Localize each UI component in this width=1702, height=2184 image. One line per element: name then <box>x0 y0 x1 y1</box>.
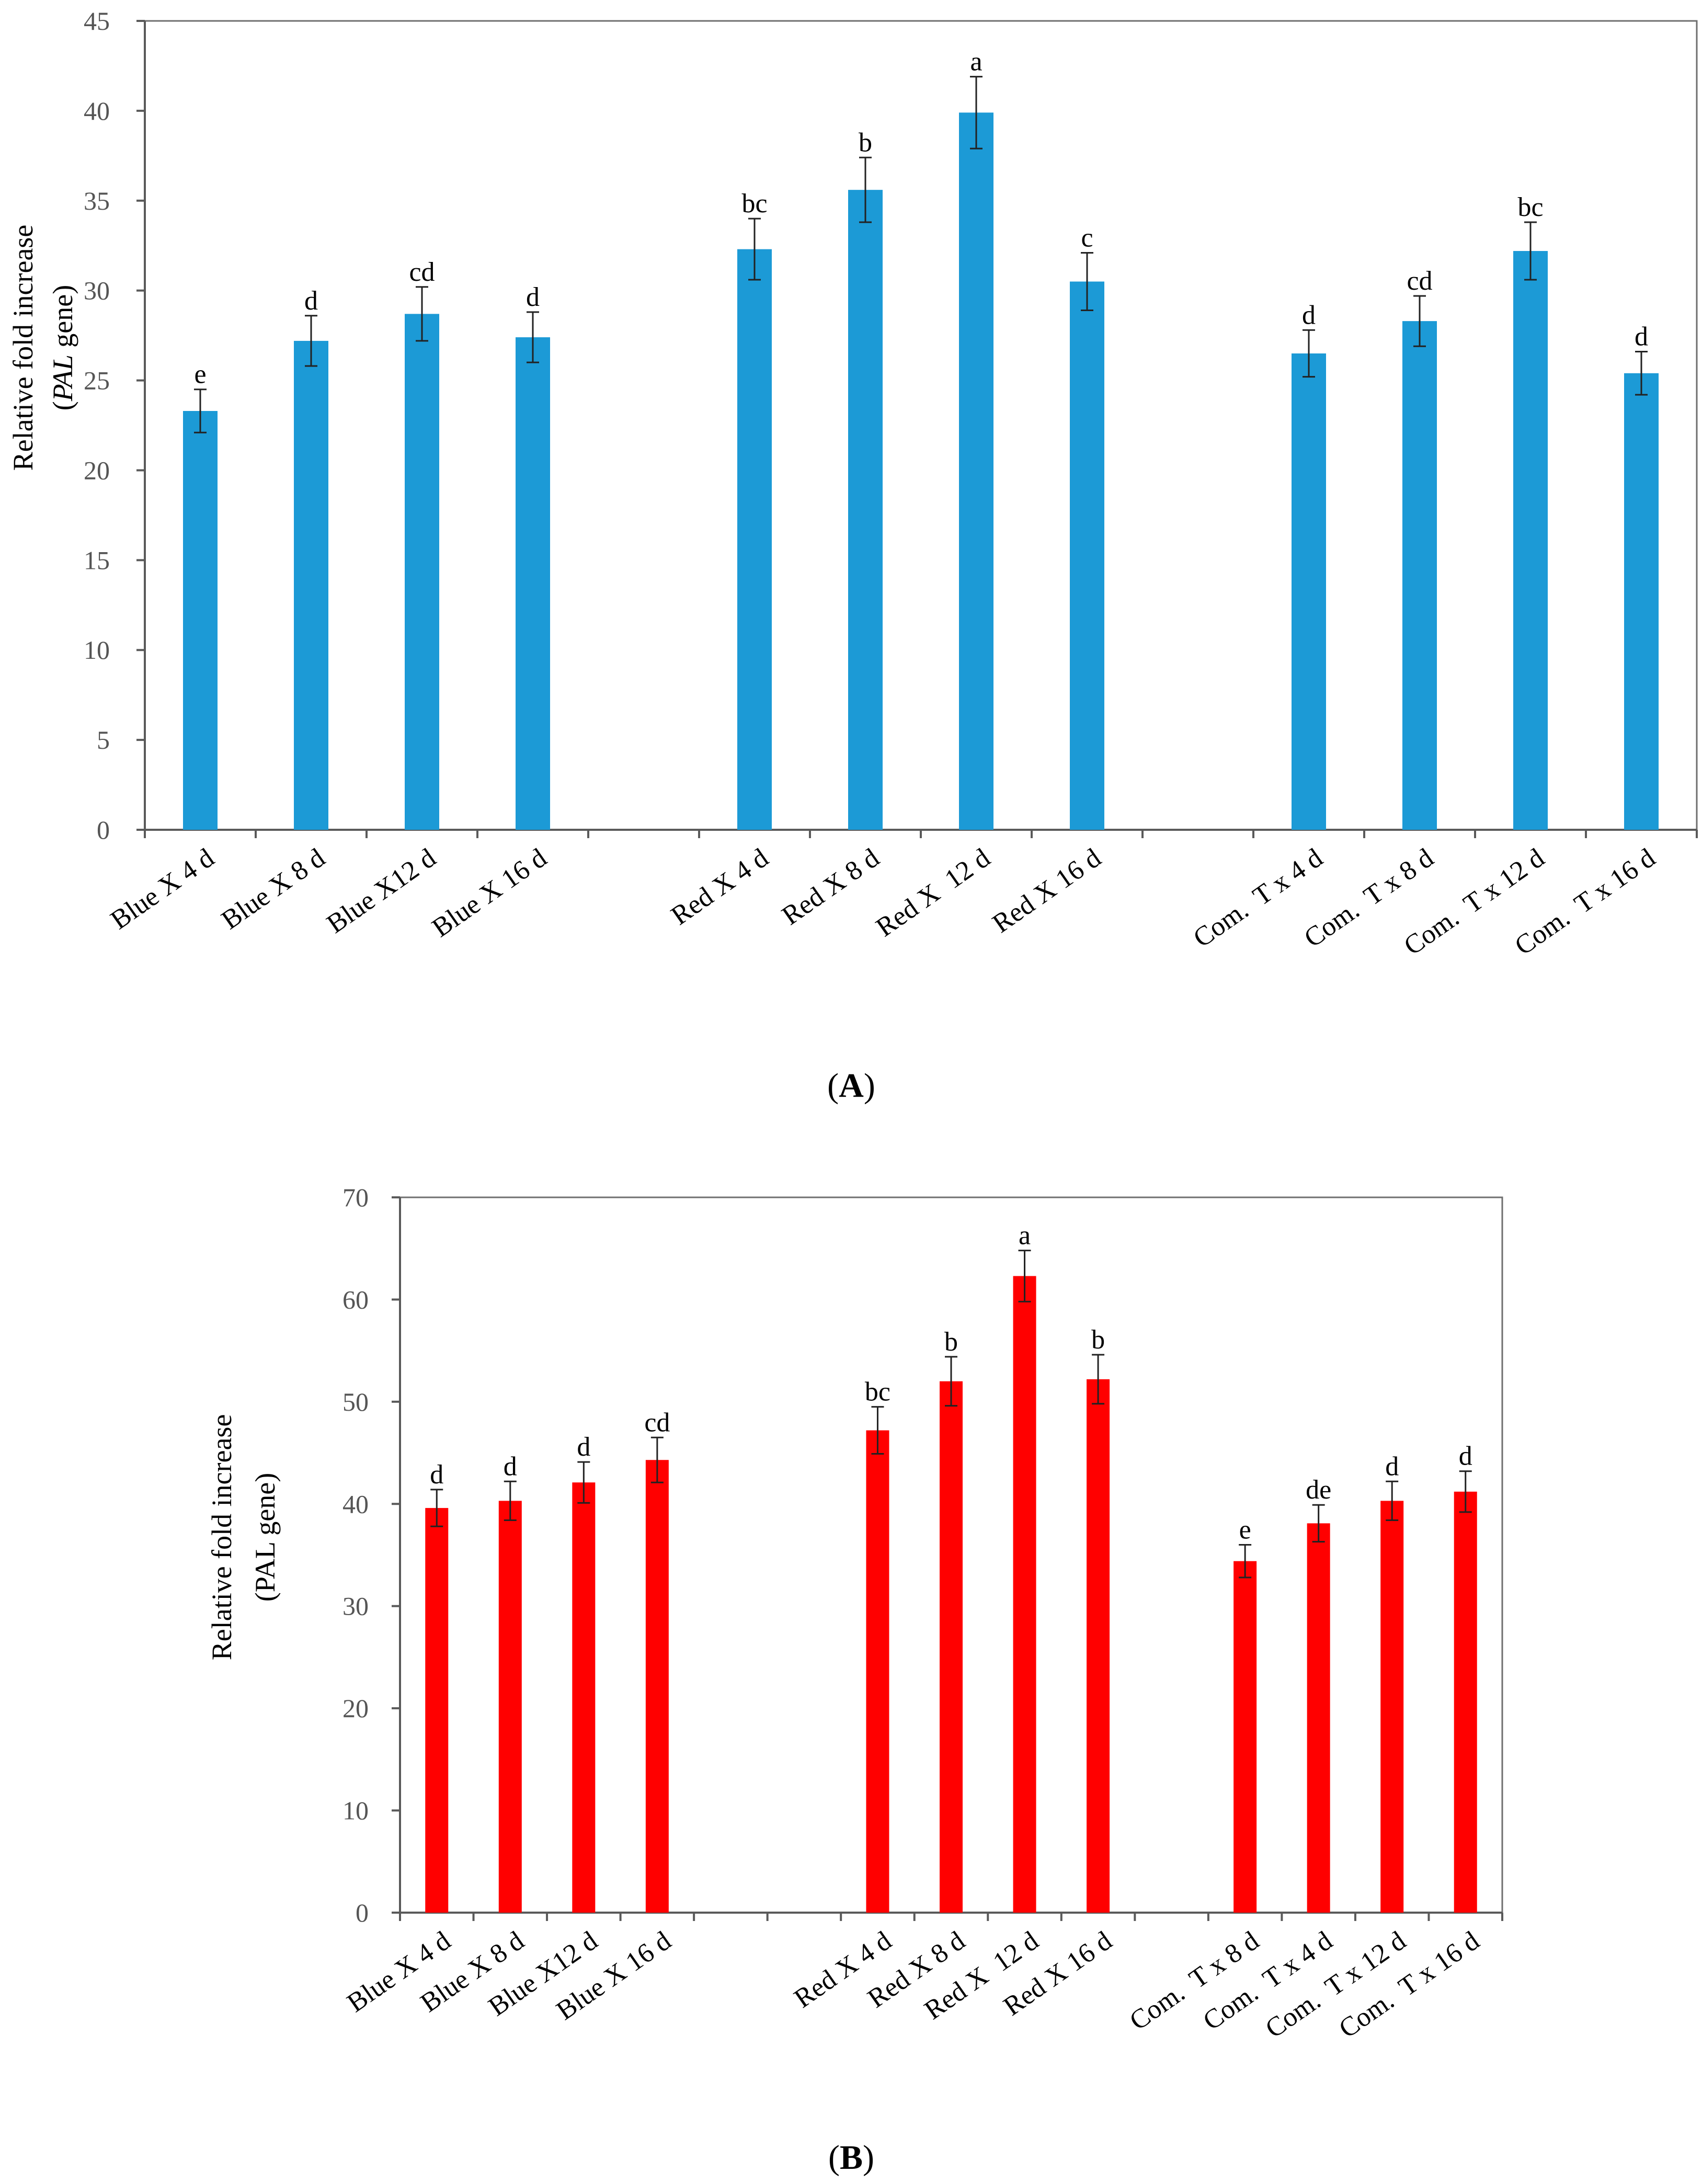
panel-b-bars: d d d cd bc b a b e de d d <box>425 1221 1477 1913</box>
panel-a-significance-letter: d <box>1635 322 1648 352</box>
panel-b-y-tick-label: 20 <box>342 1694 369 1723</box>
panel-a-bar <box>1402 321 1437 830</box>
panel-a-category-label: Blue X12 d <box>322 843 441 939</box>
panel-b-significance-letter: de <box>1306 1475 1331 1505</box>
panel-a-significance-letter: cd <box>1407 266 1432 296</box>
panel-a-y-tick-label: 15 <box>84 545 110 575</box>
panel-a-y-axis-title: Relative fold increase <box>7 225 39 471</box>
panel-a-significance-letter: a <box>970 47 982 77</box>
panel-b-bar <box>572 1482 596 1913</box>
panel-a-category-label: Red X 12 d <box>871 843 996 943</box>
panel-b-bar <box>498 1501 522 1913</box>
panel-b-bar <box>425 1508 449 1913</box>
panel-a-category-label: Blue X 16 d <box>427 843 552 943</box>
panel-b-bar <box>1307 1523 1330 1913</box>
panel-a-bar <box>1624 373 1659 830</box>
panel-b-significance-letter: d <box>1459 1442 1472 1471</box>
panel-b-significance-letter: e <box>1239 1515 1251 1545</box>
panel-a-y-tick-label: 25 <box>84 366 110 395</box>
panel-b-bar <box>1454 1491 1477 1913</box>
panel-b-significance-letter: cd <box>644 1408 670 1437</box>
panel-b-significance-letter: d <box>504 1451 517 1481</box>
panel-b-significance-letter: d <box>577 1432 590 1462</box>
panel-b-bar <box>866 1430 889 1913</box>
panel-b-y-tick-label: 60 <box>342 1285 369 1314</box>
panel-a-y-tick-label: 35 <box>84 186 110 215</box>
panel-a-significance-letter: cd <box>409 257 435 287</box>
panel-a-bar <box>1070 281 1104 830</box>
panel-b-bar <box>1233 1561 1257 1913</box>
panel-a-significance-letter: b <box>859 128 872 157</box>
panel-a-bar <box>1292 353 1326 830</box>
panel-b-y-tick-label: 10 <box>342 1796 369 1825</box>
panel-a-y-tick-label: 40 <box>84 96 110 125</box>
panel-a-y-tick-label: 20 <box>84 455 110 485</box>
panel-a-bar <box>737 249 772 830</box>
panel-b-significance-letter: b <box>1091 1325 1105 1355</box>
panel-b-significance-letter: d <box>430 1460 443 1490</box>
panel-b-significance-letter: d <box>1385 1451 1399 1481</box>
panel-b-significance-letter: b <box>944 1327 958 1357</box>
panel-a-significance-letter: bc <box>741 189 767 219</box>
panel-b-y-tick-label: 50 <box>342 1387 369 1416</box>
panel-a-label: (A) <box>827 1067 875 1105</box>
panel-a-significance-letter: d <box>1302 300 1316 330</box>
panel-b-label: (B) <box>828 2139 874 2177</box>
panel-a-bar <box>959 112 993 830</box>
panel-b-significance-letter: bc <box>865 1377 890 1407</box>
panel-b-bar <box>940 1381 963 1913</box>
panel-b-significance-letter: a <box>1019 1221 1031 1251</box>
panel-a-bar <box>405 314 439 830</box>
panel-b-y-tick-label: 0 <box>356 1898 369 1927</box>
panel-a-y-tick-label: 0 <box>97 815 110 844</box>
panel-b-bar <box>645 1460 669 1913</box>
panel-b-y-tick-label: 30 <box>342 1592 369 1621</box>
panel-a-plot-frame <box>144 20 1698 831</box>
panel-a-category-label: Red X 16 d <box>987 843 1106 939</box>
panel-a-category-label: Blue X 4 d <box>105 843 219 935</box>
panel-a-significance-letter: c <box>1081 223 1093 253</box>
panel-b-y-tick-label: 70 <box>342 1183 369 1212</box>
panel-a-y-axis-title-gene: (PAL gene) <box>47 285 78 410</box>
panel-a-bar <box>1513 251 1548 830</box>
panel-a-bar <box>183 410 218 830</box>
panel-a-y-tick-label: 45 <box>84 6 110 36</box>
panel-a-category-label: Red X 4 d <box>666 843 774 931</box>
panel-a-significance-letter: e <box>194 360 206 390</box>
panel-a-significance-letter: d <box>304 286 318 316</box>
panel-b-bar <box>1380 1501 1404 1913</box>
panel-b-bar <box>1087 1379 1110 1913</box>
panel-b-bar <box>1013 1276 1036 1913</box>
panel-a-significance-letter: bc <box>1517 192 1543 222</box>
panel-a-category-label: Red X 8 d <box>776 843 885 931</box>
panel-a-y-tick-label: 10 <box>84 635 110 665</box>
panel-b-y-axis-title: Relative fold increase <box>206 1414 237 1661</box>
panel-a-bar <box>516 337 550 830</box>
panel-a-y-tick-label: 5 <box>97 725 110 754</box>
panel-b-y-tick-label: 40 <box>342 1489 369 1518</box>
panel-a-category-label: Blue X 8 d <box>216 843 330 935</box>
panel-a-bar <box>294 340 328 830</box>
panel-a-y-tick-label: 30 <box>84 276 110 305</box>
panel-b-y-axis-title-gene: (PAL gene) <box>249 1473 281 1602</box>
panel-a-bar <box>848 190 883 830</box>
panel-a-significance-letter: d <box>526 282 540 312</box>
